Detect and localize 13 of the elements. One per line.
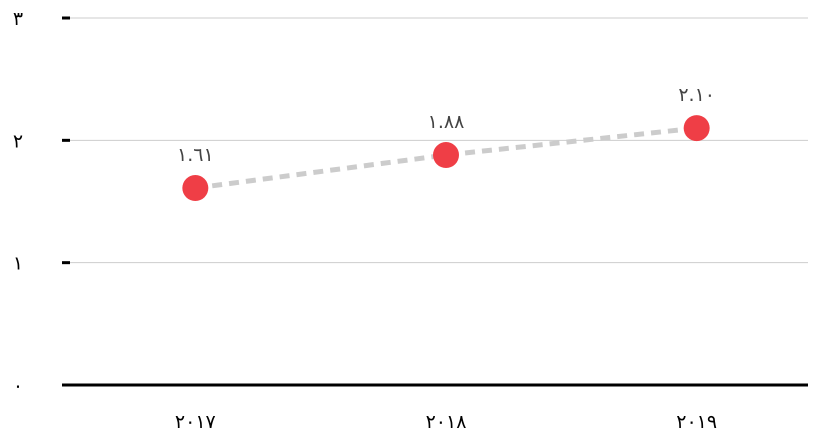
y-tick-label: ٢	[12, 130, 24, 152]
data-label: ٢.١٠	[678, 84, 715, 106]
x-tick-label: ٢٠١٩	[676, 411, 718, 433]
x-tick-label: ٢٠١٨	[426, 411, 466, 433]
data-label: ١.٨٨	[428, 111, 464, 134]
point	[182, 175, 208, 202]
x-tick-label: ٢٠١٧	[174, 411, 216, 433]
y-tick-label: ٣	[12, 8, 24, 30]
point	[684, 115, 710, 142]
y-tick-label: ١	[12, 252, 24, 275]
data-label: ١.٦١	[177, 144, 214, 166]
y-tick-label: ٠	[12, 375, 24, 397]
point	[433, 142, 459, 168]
